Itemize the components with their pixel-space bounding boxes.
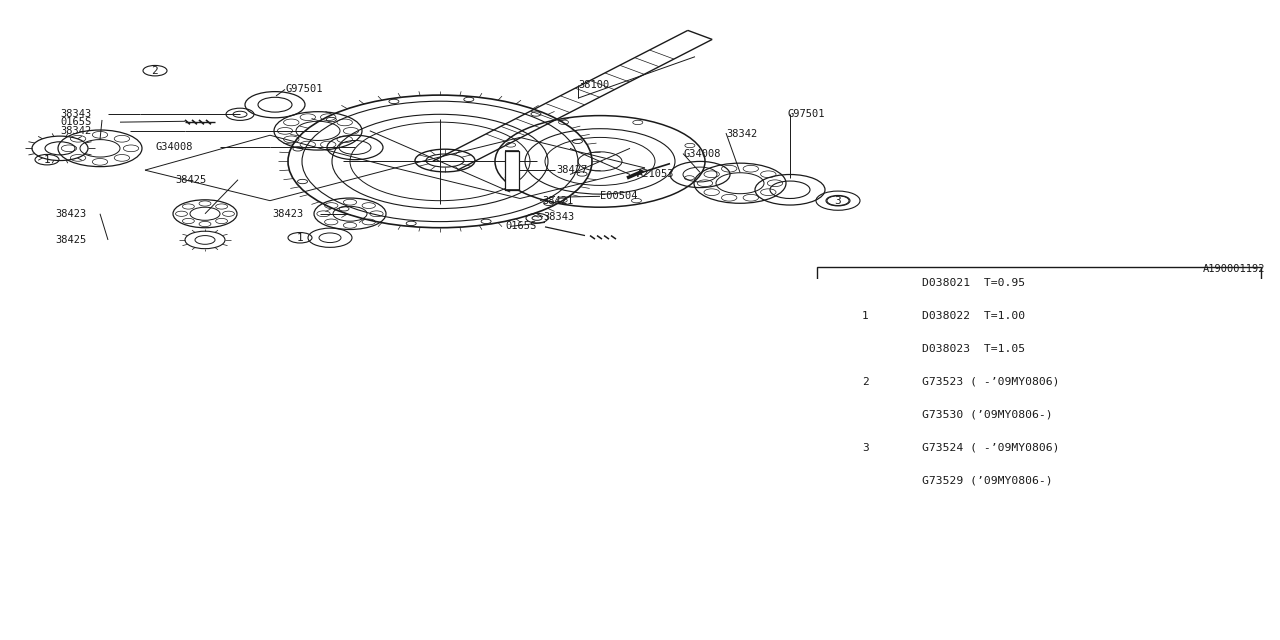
Text: G73524 ( -’09MY0806): G73524 ( -’09MY0806)	[922, 443, 1060, 453]
Text: 38425: 38425	[55, 235, 86, 245]
Text: 38342: 38342	[60, 126, 91, 136]
Text: 38421: 38421	[541, 196, 573, 205]
Text: 2: 2	[861, 377, 869, 387]
Bar	[506, 150, 518, 190]
Text: 38342: 38342	[726, 129, 758, 140]
Text: A21053: A21053	[637, 168, 675, 179]
Text: 38343: 38343	[543, 212, 575, 222]
Text: 1: 1	[861, 311, 869, 321]
Text: G97501: G97501	[285, 84, 323, 94]
Text: A190001192: A190001192	[1202, 264, 1265, 274]
Text: G97501: G97501	[788, 109, 826, 119]
Text: D038023  T=1.05: D038023 T=1.05	[922, 344, 1025, 354]
Text: G73530 (’09MY0806-): G73530 (’09MY0806-)	[922, 410, 1052, 420]
Text: 38100: 38100	[579, 80, 609, 90]
Text: 3: 3	[835, 196, 841, 205]
Text: 38343: 38343	[60, 109, 91, 119]
Text: 1: 1	[297, 233, 303, 243]
Text: 2: 2	[151, 66, 159, 76]
Text: 38425: 38425	[175, 175, 206, 185]
Text: D038022  T=1.00: D038022 T=1.00	[922, 311, 1025, 321]
Text: 38427: 38427	[556, 165, 588, 175]
Text: 3: 3	[861, 443, 869, 453]
Text: 0165S: 0165S	[506, 221, 536, 232]
Text: 1: 1	[44, 155, 50, 164]
Text: E00504: E00504	[600, 191, 637, 202]
Bar	[817, 267, 1261, 497]
Text: G73529 (’09MY0806-): G73529 (’09MY0806-)	[922, 476, 1052, 486]
Text: G73523 ( -’09MY0806): G73523 ( -’09MY0806)	[922, 377, 1060, 387]
Text: G34008: G34008	[684, 149, 721, 159]
Text: D038021  T=0.95: D038021 T=0.95	[922, 278, 1025, 288]
Text: 0165S: 0165S	[60, 117, 91, 127]
Text: G34008: G34008	[155, 143, 192, 152]
Text: 38423: 38423	[55, 209, 86, 219]
Text: 38423: 38423	[273, 209, 303, 219]
